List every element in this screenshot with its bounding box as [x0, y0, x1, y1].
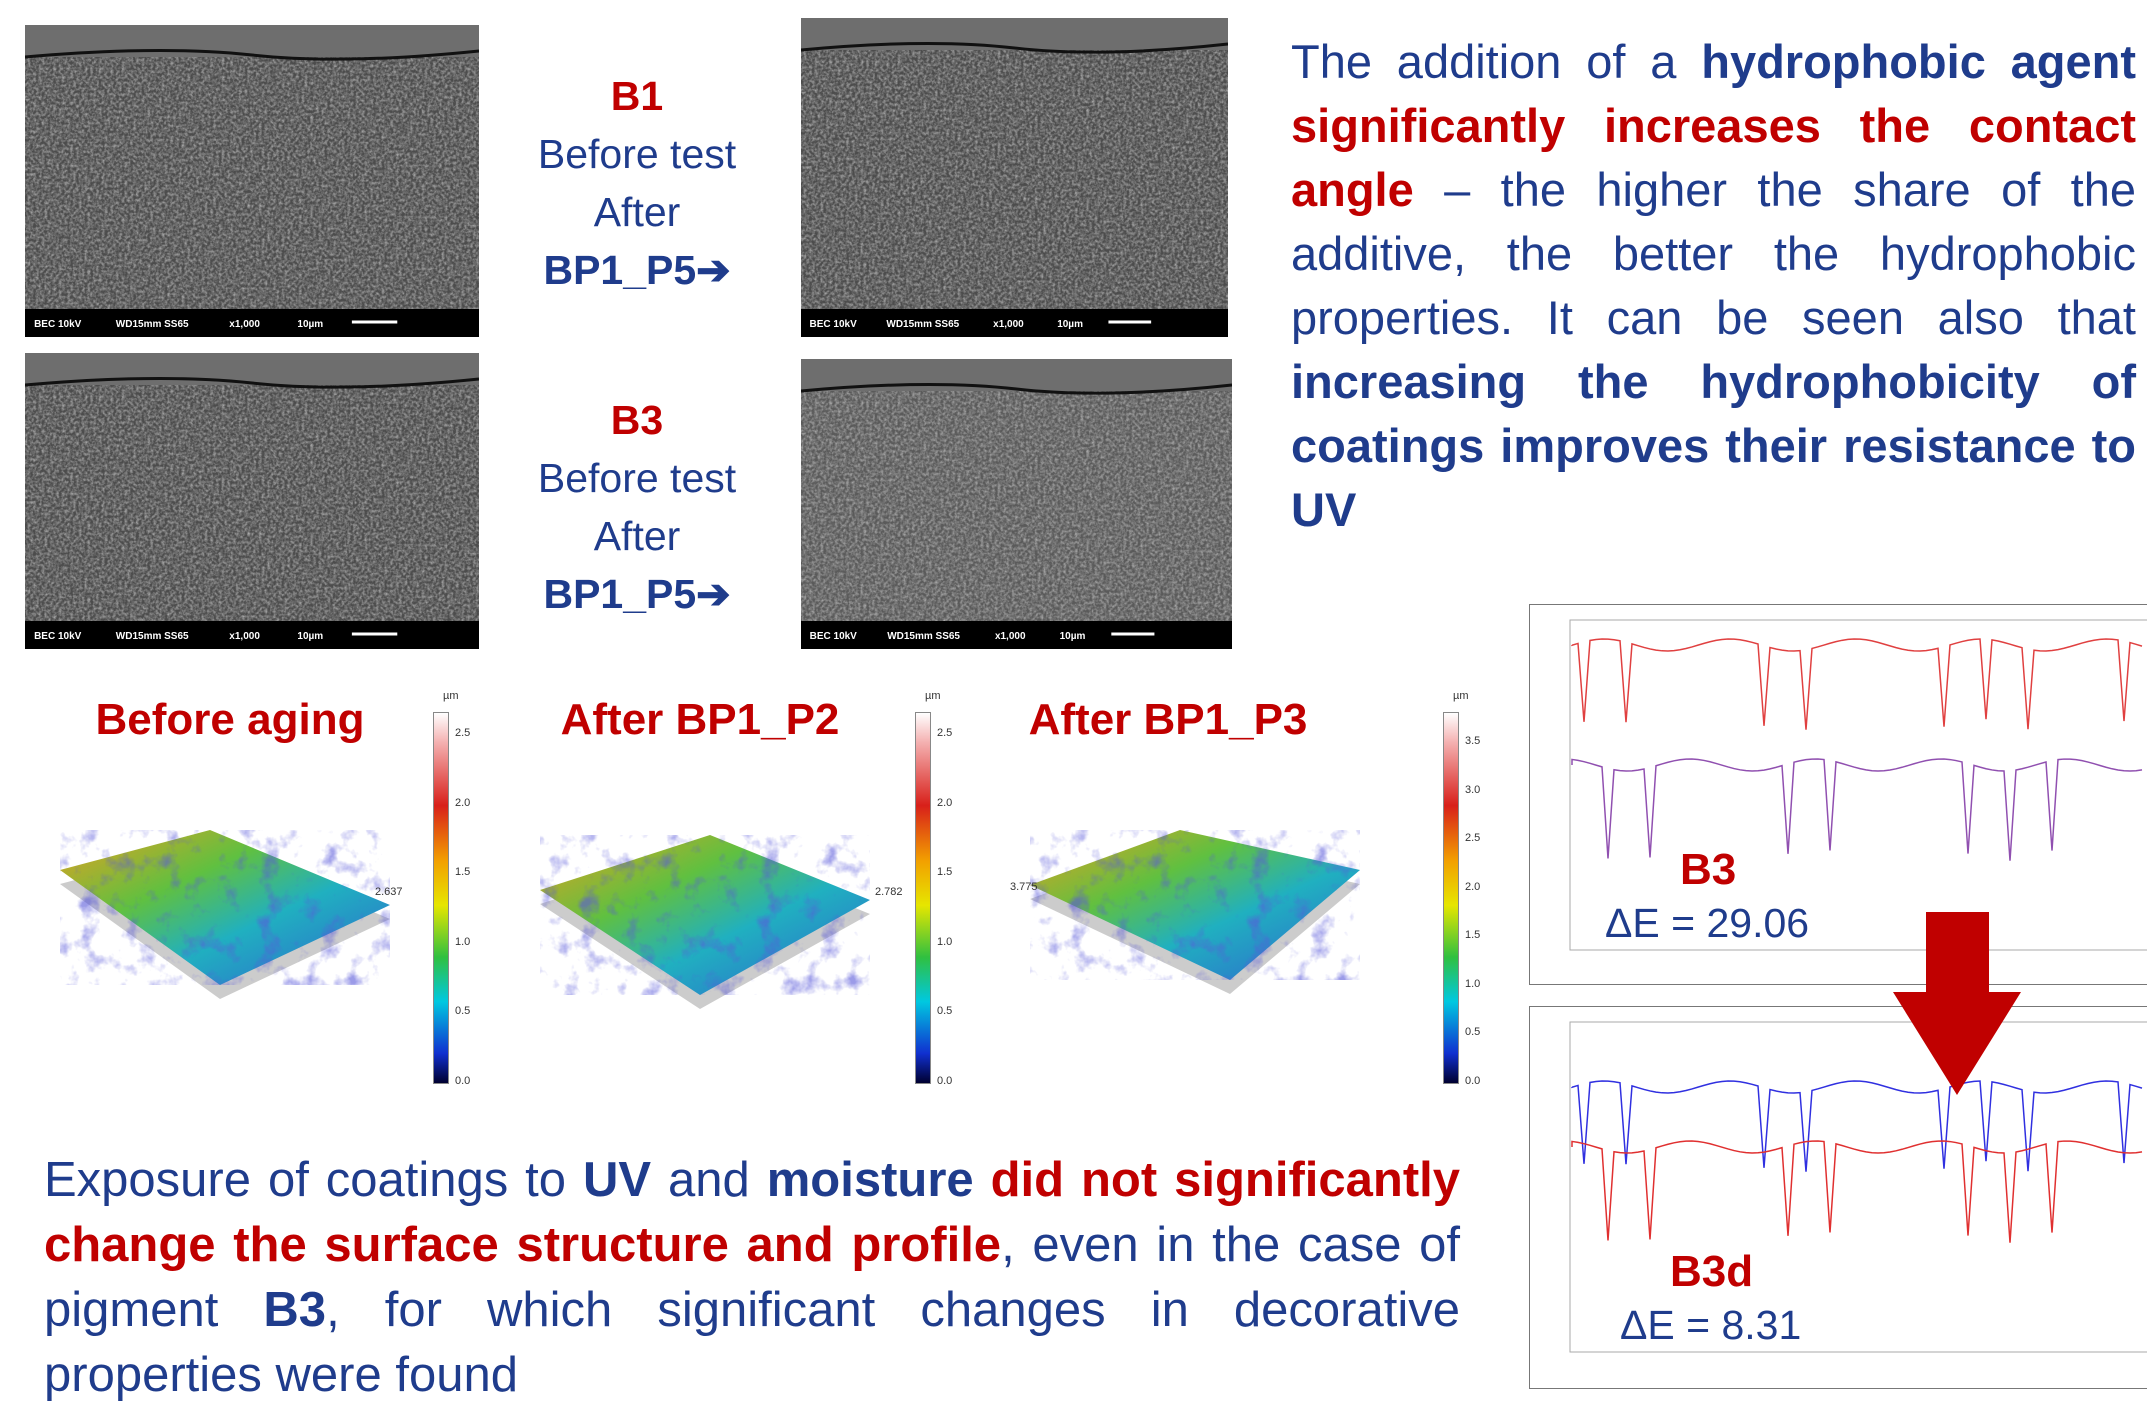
- text-run: – the higher the share of the additive, …: [1291, 163, 2136, 344]
- sem-caption: x1,000: [993, 319, 1024, 330]
- sem-caption: BEC 10kV: [34, 631, 82, 642]
- scale-tick: 0.5: [1465, 1026, 1480, 1038]
- color-bar: [915, 712, 931, 1084]
- scale-tick: 1.5: [937, 866, 952, 878]
- sem-image: BEC 10kV WD15mm SS65 x1,000 10µm: [25, 353, 479, 649]
- scale-tick: 3.5: [1465, 735, 1480, 747]
- paragraph-bottom: Exposure of coatings to UV and moisture …: [44, 1148, 1460, 1408]
- label-line: After: [487, 183, 787, 241]
- text-run: UV: [583, 1153, 651, 1207]
- delta-e: ΔE = 29.06: [1605, 900, 1809, 947]
- sem-image: BEC 10kV WD15mm SS65 x1,000 10µm: [25, 25, 479, 337]
- scale-tick: 2.5: [1465, 832, 1480, 844]
- surface-plot: 2.637: [20, 815, 410, 1045]
- label-line: After: [487, 507, 787, 565]
- down-arrow: [1893, 912, 2023, 1097]
- max-height: 2.782: [875, 886, 903, 898]
- scale-tick: 0.0: [937, 1075, 952, 1087]
- sem-caption: BEC 10kV: [34, 319, 82, 330]
- surface-texture: [540, 835, 870, 995]
- sem-caption: x1,000: [229, 319, 260, 330]
- paragraph-top: The addition of a hydrophobic agent sign…: [1291, 30, 2136, 542]
- spectrum-line: [1572, 759, 2142, 861]
- delta-e: ΔE = 8.31: [1620, 1302, 1801, 1349]
- sem-caption: WD15mm SS65: [887, 631, 960, 642]
- text-run: and: [651, 1153, 767, 1207]
- scale-tick: 1.0: [1465, 978, 1480, 990]
- sem-caption: 10µm: [297, 631, 323, 642]
- scale-tick: 0.5: [937, 1005, 952, 1017]
- spectrum-line: [1572, 1141, 2142, 1243]
- sample-label: B3: [487, 391, 787, 449]
- spectrum-line: [1572, 639, 2142, 730]
- scale-tick: 1.0: [937, 936, 952, 948]
- max-height: 3.775: [1010, 881, 1038, 893]
- sem-grain: [25, 25, 479, 337]
- surface-plot: 3.775: [1010, 815, 1400, 1045]
- profile-title: Before aging: [10, 695, 450, 745]
- sem-image: BEC 10kV WD15mm SS65 x1,000 10µm: [801, 359, 1232, 649]
- scale-tick: 2.5: [455, 727, 470, 739]
- text-run: Exposure of coatings to: [44, 1153, 583, 1207]
- sem-grain: [801, 18, 1228, 337]
- scale-tick: 1.0: [455, 936, 470, 948]
- ftir-panel: B3 ΔE = 29.06: [1529, 604, 2147, 985]
- sem-caption: x1,000: [229, 631, 260, 642]
- scale-tick: 0.0: [1465, 1075, 1480, 1087]
- sem-caption: BEC 10kV: [810, 631, 858, 642]
- text-run: hydrophobic agent: [1701, 35, 2136, 88]
- text-run: increasing the hydrophobicity of coating…: [1291, 355, 2136, 536]
- sample-label: B1: [487, 67, 787, 125]
- unit-label: µm: [1453, 690, 1469, 702]
- ftir-label: B3: [1680, 845, 1736, 895]
- ftir-label: B3d: [1670, 1247, 1753, 1297]
- text-run: moisture: [767, 1153, 974, 1207]
- ftir-panel: B3d ΔE = 8.31: [1529, 1006, 2147, 1389]
- profile-title: After BP1_P2: [480, 695, 920, 745]
- sem-caption: WD15mm SS65: [116, 319, 189, 330]
- label-line: BP1_P5➔: [487, 565, 787, 623]
- scale-tick: 0.5: [455, 1005, 470, 1017]
- label-line: Before test: [487, 449, 787, 507]
- scale-tick: 0.0: [455, 1075, 470, 1087]
- sem-caption: WD15mm SS65: [886, 319, 959, 330]
- sem-caption: WD15mm SS65: [116, 631, 189, 642]
- arrow-shape: [1893, 912, 2021, 1095]
- scale-tick: 2.0: [1465, 881, 1480, 893]
- sem-caption: 10µm: [297, 319, 323, 330]
- sem-image: BEC 10kV WD15mm SS65 x1,000 10µm: [801, 18, 1228, 337]
- color-bar: [433, 712, 449, 1084]
- sem-grain: [25, 353, 479, 649]
- slide: The addition of a hydrophobic agent sign…: [0, 0, 2147, 1400]
- sem-grain: [801, 359, 1232, 649]
- color-bar: [1443, 712, 1459, 1084]
- scale-tick: 2.0: [937, 797, 952, 809]
- scale-tick: 2.0: [455, 797, 470, 809]
- scale-tick: 1.5: [1465, 929, 1480, 941]
- label-line: BP1_P5➔: [487, 241, 787, 299]
- unit-label: µm: [925, 690, 941, 702]
- unit-label: µm: [443, 690, 459, 702]
- sem-caption: BEC 10kV: [810, 319, 858, 330]
- profile-title: After BP1_P3: [948, 695, 1388, 745]
- scale-tick: 1.5: [455, 866, 470, 878]
- sem-caption: 10µm: [1060, 631, 1086, 642]
- sem-caption: x1,000: [995, 631, 1026, 642]
- max-height: 2.637: [375, 886, 403, 898]
- text-run: The addition of a: [1291, 35, 1701, 88]
- surface-texture: [1030, 830, 1360, 980]
- surface-plot: 2.782: [520, 815, 910, 1045]
- scale-tick: 3.0: [1465, 784, 1480, 796]
- label-line: Before test: [487, 125, 787, 183]
- sem-caption: 10µm: [1057, 319, 1083, 330]
- text-run: B3: [263, 1283, 326, 1337]
